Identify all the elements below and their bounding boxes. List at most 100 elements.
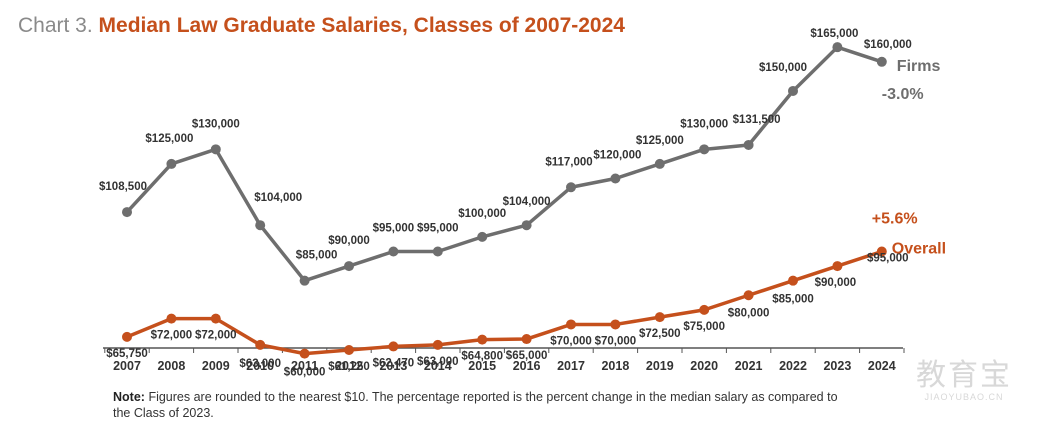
- x-tick-label: 2017: [557, 359, 585, 373]
- firms-series-point: [788, 85, 798, 96]
- overall-series-point: [122, 331, 132, 342]
- firms-series-point: [299, 275, 310, 286]
- firms-series-point: [699, 144, 710, 155]
- firms-data-label: $160,000: [864, 39, 912, 51]
- firms-series-point: [432, 246, 443, 257]
- overall-series-point: [566, 319, 576, 330]
- firms-series-point: [832, 42, 843, 53]
- overall-data-label: $72,500: [639, 328, 681, 340]
- overall-series-point: [699, 304, 710, 315]
- firms-series-point: [743, 139, 754, 150]
- overall-data-label: $63,000: [239, 358, 281, 370]
- x-tick-label: 2018: [601, 359, 629, 373]
- overall-data-label: $64,800: [461, 351, 503, 363]
- firms-data-label: $85,000: [296, 250, 338, 262]
- overall-data-label: $75,000: [683, 321, 725, 333]
- overall-series-name: Overall: [892, 240, 946, 257]
- firms-data-label: $95,000: [417, 222, 459, 234]
- firms-series-point: [344, 261, 354, 272]
- firms-series-line: [125, 45, 883, 283]
- overall-data-label: $62,470: [373, 357, 415, 369]
- firms-series-point: [566, 182, 576, 193]
- overall-series-point: [654, 312, 665, 323]
- x-tick-label: 2023: [823, 359, 851, 373]
- firms-series-point: [166, 158, 177, 169]
- firms-data-label: $90,000: [328, 235, 370, 247]
- watermark-en: JIAOYUBAO.CN: [924, 392, 1004, 402]
- overall-series-point: [210, 313, 221, 324]
- overall-data-label: $80,000: [728, 307, 770, 319]
- overall-change-label: +5.6%: [872, 210, 918, 227]
- firms-data-label: $130,000: [192, 118, 240, 130]
- firms-series-point: [876, 56, 887, 67]
- chart-title: Chart 3. Median Law Graduate Salaries, C…: [18, 14, 625, 38]
- overall-series-line: [126, 249, 883, 356]
- overall-series-point: [477, 334, 488, 345]
- overall-data-label: $65,000: [506, 350, 548, 362]
- overall-data-label: $60,000: [284, 367, 326, 379]
- firms-data-label: $120,000: [593, 150, 641, 162]
- overall-series-point: [255, 339, 266, 350]
- firms-series-point: [210, 144, 221, 155]
- overall-series-point: [299, 348, 310, 359]
- x-tick-label: 2022: [779, 359, 807, 373]
- overall-data-label: $70,000: [595, 335, 637, 347]
- firms-data-label: $150,000: [759, 62, 807, 74]
- firms-series-point: [388, 246, 399, 257]
- firms-data-label: $104,000: [254, 192, 302, 204]
- x-tick-label: 2011: [291, 359, 318, 373]
- x-tick-label: 2010: [246, 359, 274, 373]
- x-tick-label: 2014: [424, 359, 452, 373]
- firms-series-point: [122, 207, 132, 218]
- firms-series-point: [654, 158, 665, 169]
- overall-series-point: [743, 290, 754, 301]
- watermark-logo: 教育宝 JIAOYUBAO.CN: [905, 360, 1023, 403]
- chart-main-title: Median Law Graduate Salaries, Classes of…: [98, 14, 625, 37]
- x-tick-label: 2020: [690, 359, 718, 373]
- chart-number: Chart 3.: [18, 14, 93, 37]
- firms-data-label: $117,000: [545, 156, 592, 168]
- firms-data-label: $130,000: [680, 118, 728, 130]
- x-tick-label: 2008: [157, 359, 185, 373]
- overall-series-point: [388, 341, 399, 352]
- firms-series-point: [477, 231, 488, 242]
- firms-data-label: $104,000: [503, 196, 551, 208]
- overall-data-label: $72,000: [151, 330, 193, 342]
- overall-series-point: [876, 246, 887, 257]
- overall-data-label: $61,250: [328, 361, 370, 373]
- overall-data-label: $72,000: [195, 330, 237, 342]
- firms-change-label: -3.0%: [882, 86, 924, 103]
- x-tick-label: 2013: [379, 359, 407, 373]
- firms-data-label: $108,500: [99, 181, 147, 193]
- overall-series-point: [521, 334, 532, 345]
- firms-series-name: Firms: [897, 58, 941, 75]
- x-tick-label: 2009: [202, 359, 230, 373]
- overall-data-label: $90,000: [815, 277, 857, 289]
- firms-data-label: $125,000: [145, 133, 193, 145]
- x-tick-label: 2021: [735, 359, 763, 373]
- overall-series-point: [788, 275, 798, 286]
- overall-data-label: $65,750: [106, 348, 148, 360]
- firms-data-label: $131,500: [733, 114, 781, 126]
- overall-series-point: [832, 261, 843, 272]
- overall-data-label: $85,000: [772, 294, 814, 306]
- firms-data-label: $100,000: [458, 208, 506, 220]
- x-tick-label: 2024: [868, 359, 896, 373]
- overall-data-label: $63,000: [417, 356, 459, 368]
- firms-series-point: [521, 220, 532, 231]
- firms-data-label: $165,000: [810, 28, 858, 40]
- overall-series-point: [610, 319, 621, 330]
- x-tick-label: 2007: [113, 359, 141, 373]
- overall-data-label: $95,000: [867, 252, 909, 264]
- x-tick-label: 2015: [468, 359, 496, 373]
- firms-series-point: [255, 220, 266, 231]
- firms-series-point: [610, 173, 621, 184]
- footnote-label: Note:: [113, 390, 145, 404]
- overall-data-label: $70,000: [550, 335, 592, 347]
- overall-series-point: [432, 339, 443, 350]
- footnote: Note: Figures are rounded to the nearest…: [113, 389, 853, 421]
- x-tick-label: 2012: [335, 359, 363, 373]
- overall-series-point: [344, 344, 354, 355]
- x-tick-label: 2016: [513, 359, 541, 373]
